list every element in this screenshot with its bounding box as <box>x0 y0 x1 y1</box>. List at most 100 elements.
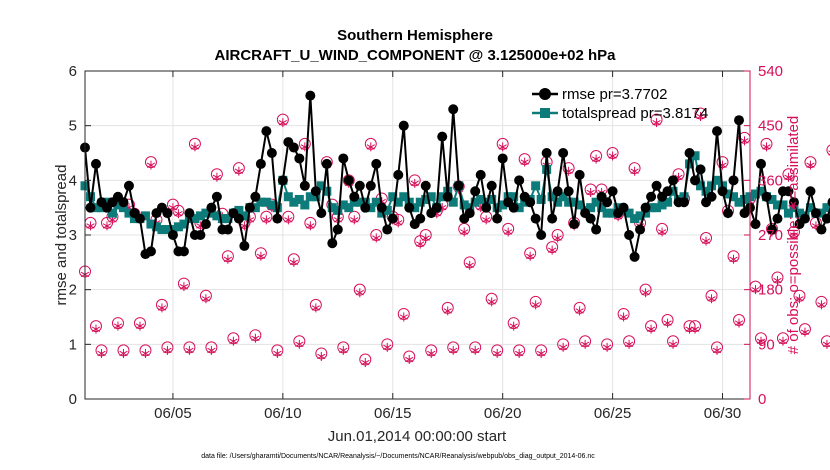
spread-point <box>256 197 266 207</box>
spread-point <box>756 186 766 196</box>
spread-point <box>283 192 293 202</box>
rmse-point <box>690 175 701 186</box>
rmse-point <box>514 175 525 186</box>
spread-point <box>371 197 381 207</box>
obs-assimilated-point <box>762 142 771 152</box>
rmse-point <box>211 191 222 202</box>
spread-point <box>657 200 667 210</box>
rmse-point <box>250 191 261 202</box>
obs-assimilated-point <box>537 348 546 358</box>
spread-point <box>459 200 469 210</box>
spread-point <box>327 203 337 213</box>
obs-assimilated-point <box>575 306 584 316</box>
obs-assimilated-point <box>273 348 282 358</box>
rmse-point <box>706 191 717 202</box>
obs-assimilated-point <box>289 257 298 267</box>
rmse-point <box>783 186 794 197</box>
rmse-point <box>305 90 316 101</box>
spread-point <box>146 219 156 229</box>
obs-assimilated-point <box>460 227 469 237</box>
y-right-tick-label: 0 <box>758 391 766 408</box>
rmse-point <box>827 197 830 207</box>
spread-point <box>729 192 739 202</box>
x-tick-label: 06/25 <box>594 405 632 422</box>
rmse-point <box>755 158 766 169</box>
rmse-point <box>734 115 745 126</box>
spread-point <box>195 211 205 221</box>
obs-assimilated-point <box>553 233 562 243</box>
rmse-point <box>222 224 233 235</box>
y-tick-label: 1 <box>69 336 77 353</box>
spread-point <box>261 197 271 207</box>
rmse-point <box>761 191 772 202</box>
rmse-point <box>442 191 453 202</box>
spread-point <box>289 197 299 207</box>
obs-assimilated-point <box>278 118 287 128</box>
obs-assimilated-point <box>366 142 375 152</box>
x-tick-label: 06/05 <box>154 405 192 422</box>
obs-assimilated-point <box>443 306 452 316</box>
rmse-point <box>299 180 310 191</box>
rmse-point <box>316 208 327 219</box>
spread-point <box>569 197 579 207</box>
rmse-point <box>365 180 376 191</box>
obs-assimilated-point <box>91 324 101 334</box>
y-axis-right-label: # of obs: o=possible; ∗=assimilated <box>785 116 802 355</box>
obs-assimilated-point <box>179 282 189 292</box>
rmse-point <box>651 180 662 191</box>
spread-point <box>190 214 200 224</box>
footnote: data file: /Users/gharamti/Documents/NCA… <box>201 453 595 460</box>
chart-title: Southern Hemisphere <box>337 27 493 44</box>
rmse-point <box>310 186 321 197</box>
rmse-point <box>662 186 673 197</box>
obs-assimilated-point <box>696 112 705 122</box>
spread-point <box>366 203 376 213</box>
y-tick-label: 3 <box>69 227 77 244</box>
obs-assimilated-point <box>586 187 595 197</box>
spread-point <box>723 189 733 199</box>
chart-subtitle: AIRCRAFT_U_WIND_COMPONENT @ 3.125000e+02… <box>215 47 617 64</box>
x-axis-label: Jun.01,2014 00:00:00 start <box>328 428 507 445</box>
spread-point <box>107 208 117 218</box>
rmse-point <box>360 202 371 213</box>
obs-assimilated-point <box>190 142 200 152</box>
rmse-point <box>668 175 679 186</box>
obs-assimilated-point <box>630 166 639 176</box>
rmse-point <box>288 142 299 153</box>
spread-point <box>794 208 804 218</box>
rmse-point <box>266 148 277 158</box>
obs-assimilated-point <box>806 160 815 170</box>
rmse-point <box>470 186 481 197</box>
spread-point <box>509 192 519 202</box>
obs-assimilated-point <box>350 215 359 225</box>
obs-assimilated-point <box>262 215 271 225</box>
obs-assimilated-point <box>641 288 650 298</box>
spread-point <box>382 205 392 215</box>
spread-point <box>448 197 458 207</box>
rmse-point <box>167 230 178 240</box>
obs-assimilated-point <box>608 151 617 161</box>
obs-assimilated-point <box>185 345 194 355</box>
x-axis: 06/05 06/10 06/15 06/20 06/25 06/30 <box>154 71 741 422</box>
rmse-point <box>195 230 206 240</box>
rmse-point <box>376 202 387 213</box>
spread-point <box>701 186 711 196</box>
obs-assimilated-point <box>339 345 348 355</box>
x-tick-label: 06/30 <box>704 405 742 422</box>
spread-point <box>239 211 249 221</box>
spread-point <box>602 208 612 218</box>
spread-point <box>344 203 354 213</box>
spread-point <box>641 208 651 218</box>
obs-assimilated-point <box>487 297 496 307</box>
rmse-point <box>272 213 283 224</box>
obs-assimilated-point <box>624 339 634 349</box>
y-right-tick-label: 450 <box>758 118 783 135</box>
spread-point <box>305 192 315 202</box>
spread-point <box>805 203 815 213</box>
y-tick-label: 5 <box>69 118 77 135</box>
rmse-point <box>123 180 134 191</box>
spread-point <box>102 197 112 207</box>
spread-point <box>129 214 139 224</box>
obs-assimilated-point <box>113 321 123 331</box>
spread-point <box>234 205 244 215</box>
